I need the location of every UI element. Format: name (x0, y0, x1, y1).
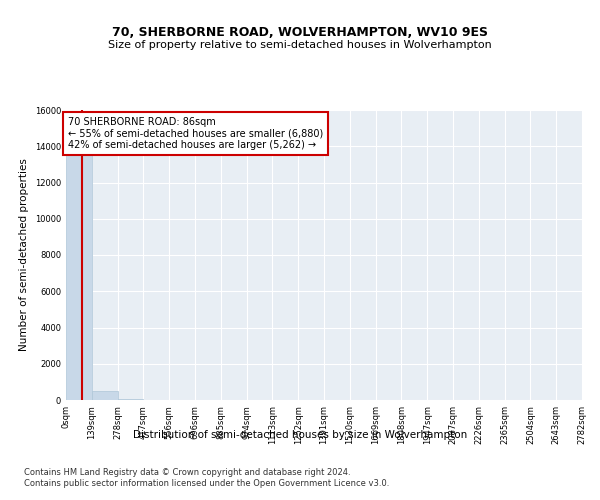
Text: 70, SHERBORNE ROAD, WOLVERHAMPTON, WV10 9ES: 70, SHERBORNE ROAD, WOLVERHAMPTON, WV10 … (112, 26, 488, 39)
Text: Distribution of semi-detached houses by size in Wolverhampton: Distribution of semi-detached houses by … (133, 430, 467, 440)
Text: Contains HM Land Registry data © Crown copyright and database right 2024.: Contains HM Land Registry data © Crown c… (24, 468, 350, 477)
Y-axis label: Number of semi-detached properties: Number of semi-detached properties (19, 158, 29, 352)
Bar (66, 128, 92, 400)
Text: Contains public sector information licensed under the Open Government Licence v3: Contains public sector information licen… (24, 480, 389, 488)
Bar (92, 391, 118, 400)
Text: Size of property relative to semi-detached houses in Wolverhampton: Size of property relative to semi-detach… (108, 40, 492, 50)
Text: 70 SHERBORNE ROAD: 86sqm
← 55% of semi-detached houses are smaller (6,880)
42% o: 70 SHERBORNE ROAD: 86sqm ← 55% of semi-d… (68, 117, 323, 150)
